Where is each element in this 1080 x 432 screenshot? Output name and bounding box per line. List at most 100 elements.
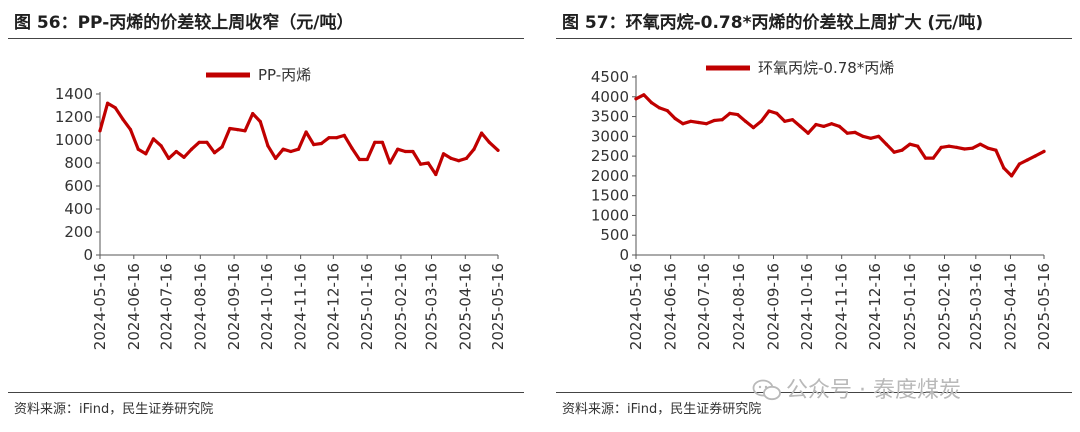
data-point	[365, 157, 369, 162]
data-point	[978, 142, 982, 146]
data-point	[642, 93, 646, 97]
data-point	[98, 129, 102, 133]
data-point	[712, 118, 716, 123]
data-point	[319, 141, 323, 146]
data-point	[736, 113, 740, 117]
data-point	[472, 147, 476, 151]
y-tick-label: 1400	[55, 85, 93, 103]
data-point	[457, 159, 461, 163]
data-point	[798, 124, 802, 128]
x-tick-label: 2024-10-16	[258, 263, 276, 350]
x-tick-label: 2024-08-16	[191, 263, 209, 350]
data-point	[266, 144, 270, 148]
data-point	[790, 118, 795, 122]
data-point	[388, 161, 392, 165]
data-point	[373, 140, 377, 144]
data-point	[350, 146, 354, 150]
data-point	[751, 126, 755, 130]
data-point	[1017, 162, 1021, 166]
data-point	[357, 157, 362, 162]
x-tick-label: 2025-01-16	[901, 263, 919, 350]
source-note: 资料来源：iFind，民生证券研究院	[14, 402, 214, 417]
chart-title: 图 56：PP-丙烯的价差较上周收窄（元/吨）	[14, 13, 354, 33]
data-point	[877, 134, 881, 138]
source-rule	[8, 392, 524, 393]
data-point	[342, 133, 346, 137]
x-tick-label: 2024-12-16	[324, 263, 342, 350]
x-tick-label: 2025-02-16	[392, 263, 410, 350]
legend-label: 环氧丙烷-0.78*丙烯	[758, 59, 894, 77]
data-point	[190, 147, 194, 151]
data-point	[837, 124, 841, 128]
data-point	[783, 119, 787, 123]
data-point	[634, 97, 638, 101]
data-point	[1010, 174, 1014, 178]
x-tick-label: 2025-05-16	[1035, 263, 1053, 350]
data-point	[197, 140, 201, 144]
data-point	[121, 117, 125, 121]
data-point	[1042, 149, 1046, 153]
watermark: 公众号 · 泰度煤炭	[752, 372, 961, 404]
data-point	[403, 149, 407, 154]
y-tick-label: 500	[600, 226, 629, 244]
watermark-text: 公众号 · 泰度煤炭	[786, 378, 961, 403]
y-tick-label: 0	[619, 246, 629, 264]
data-point	[892, 150, 896, 154]
chart-panel-pp-propylene: 图 56：PP-丙烯的价差较上周收窄（元/吨） 0 200 400 600 800 100…	[8, 0, 528, 432]
x-tick-label: 2024-05-16	[91, 263, 109, 350]
data-point	[205, 140, 209, 144]
data-point	[243, 129, 247, 133]
data-point	[697, 120, 701, 125]
y-tick-label: 1500	[591, 187, 629, 205]
data-point	[167, 156, 171, 160]
data-point	[759, 119, 763, 123]
x-tick-label: 2025-05-16	[489, 263, 507, 350]
data-point	[419, 162, 423, 166]
data-point	[380, 140, 384, 144]
data-point	[106, 101, 110, 105]
x-tick-label: 2024-06-16	[125, 263, 143, 350]
data-point	[720, 118, 724, 122]
y-tick-label: 1000	[591, 206, 629, 224]
x-tick-label: 2024-12-16	[866, 263, 884, 350]
y-tick-label: 600	[64, 177, 93, 195]
x-tick-label: 2025-02-16	[936, 263, 954, 350]
data-point	[861, 134, 865, 138]
data-point	[665, 109, 669, 113]
data-point	[281, 147, 285, 151]
data-point	[650, 101, 654, 105]
data-point	[1033, 154, 1037, 158]
y-tick-label: 400	[64, 200, 93, 218]
x-tick-label: 2024-08-16	[730, 263, 748, 350]
data-point	[136, 147, 140, 151]
data-point	[296, 147, 301, 151]
source-note: 资料来源：iFind，民生证券研究院	[562, 402, 762, 417]
data-point	[884, 142, 888, 146]
x-tick-label: 2024-06-16	[662, 263, 680, 350]
data-point	[312, 143, 316, 147]
data-point	[673, 116, 677, 121]
series-line	[98, 101, 500, 177]
data-point	[496, 148, 500, 152]
data-point	[251, 112, 255, 116]
data-point	[289, 149, 293, 154]
pp-propylene-line-chart: 0 200 400 600 800 1000 1200 1400 2024-05-16 2024-…	[55, 66, 507, 350]
data-point	[411, 149, 415, 154]
data-point	[335, 136, 339, 140]
data-point	[939, 145, 943, 149]
data-point	[174, 149, 178, 154]
data-point	[908, 142, 912, 146]
data-point	[986, 146, 990, 150]
data-point	[212, 151, 217, 155]
data-point	[144, 152, 148, 156]
data-point	[464, 156, 468, 160]
y-tick-label: 1000	[55, 131, 93, 149]
data-point	[806, 131, 810, 135]
data-point	[955, 145, 959, 149]
y-tick-label: 2000	[591, 167, 629, 185]
title-rule	[556, 38, 1072, 39]
x-tick-label: 2024-10-16	[798, 263, 816, 350]
data-point	[900, 148, 904, 152]
data-point	[441, 152, 446, 156]
x-tick-label: 2024-11-16	[292, 263, 310, 350]
